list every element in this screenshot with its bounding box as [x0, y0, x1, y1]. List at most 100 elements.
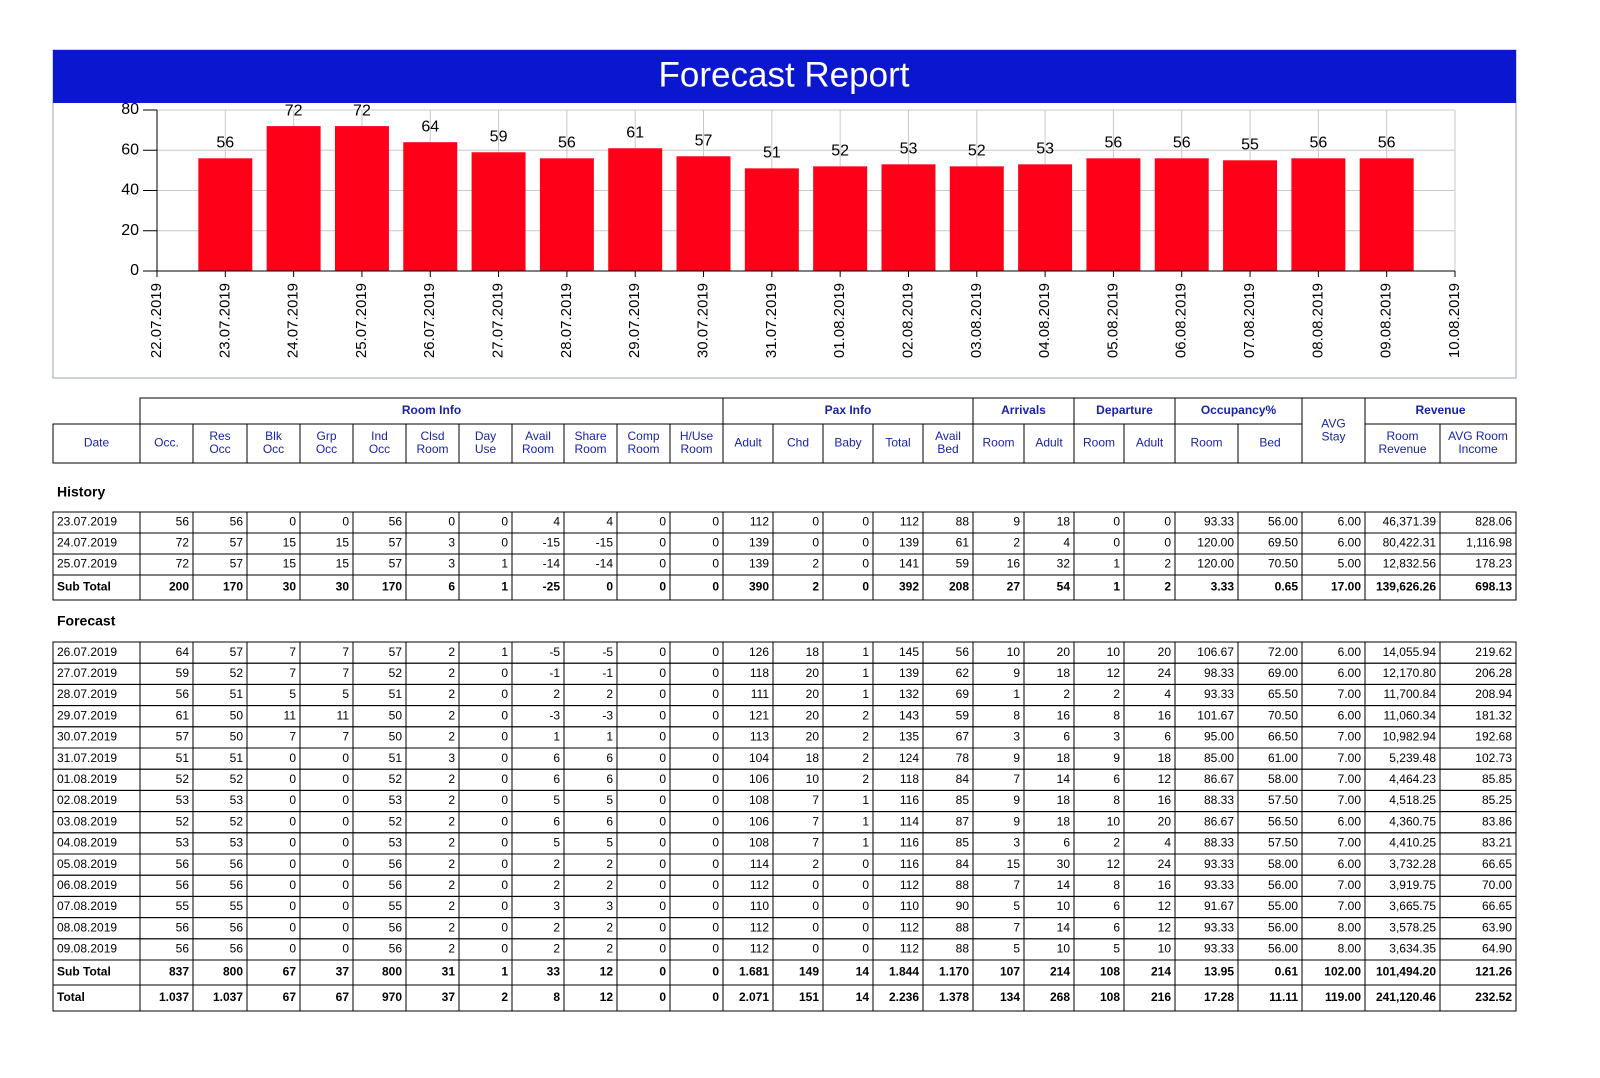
- table-value: 0: [342, 857, 349, 871]
- table-value: 11: [337, 708, 350, 722]
- table-value: 72: [176, 536, 190, 550]
- table-value: 67: [336, 990, 350, 1004]
- table-value: 31: [442, 965, 456, 979]
- y-tick-label: 80: [121, 101, 139, 118]
- row-label: 02.08.2019: [57, 793, 117, 807]
- table-value: 30: [336, 580, 350, 594]
- table-value: 7: [342, 666, 349, 680]
- table-value: 828.06: [1475, 515, 1512, 529]
- table-value: 2: [1164, 557, 1171, 571]
- bar: [881, 164, 936, 271]
- table-value: 91.67: [1204, 899, 1234, 913]
- table-value: 5,239.48: [1389, 751, 1436, 765]
- table-value: -15: [543, 536, 561, 550]
- table-value: 1.037: [159, 990, 189, 1004]
- table-value: 116: [900, 793, 919, 807]
- table-value: 101.67: [1197, 708, 1234, 722]
- table-value: 1: [862, 645, 869, 659]
- table-value: 7.00: [1338, 751, 1362, 765]
- table-value: 59: [176, 666, 190, 680]
- table-value: 139: [899, 536, 919, 550]
- table-value: 1.378: [939, 990, 969, 1004]
- table-value: 4: [553, 515, 560, 529]
- table-value: 0: [289, 515, 296, 529]
- row-label: 03.08.2019: [57, 814, 117, 828]
- table-value: 1: [862, 836, 869, 850]
- table-value: 56: [230, 920, 244, 934]
- bar: [608, 148, 663, 271]
- group-header: Departure: [1096, 403, 1153, 417]
- row-label: 07.08.2019: [57, 899, 117, 913]
- table-value: 93.33: [1204, 920, 1234, 934]
- table-value: 85: [956, 836, 970, 850]
- bar: [1291, 158, 1346, 271]
- table-value: 3: [448, 536, 455, 550]
- table-value: 0: [501, 878, 508, 892]
- table-value: 5: [342, 687, 349, 701]
- table-value: 108: [1100, 990, 1120, 1004]
- group-header: Arrivals: [1001, 403, 1046, 417]
- table-value: 392: [899, 580, 919, 594]
- table-value: 0: [606, 580, 613, 594]
- table-value: 10: [1007, 645, 1021, 659]
- bar: [1018, 164, 1073, 271]
- table-value: 2: [448, 730, 455, 744]
- table-value: 0: [712, 751, 719, 765]
- table-value: 1.844: [889, 965, 919, 979]
- table-value: 0: [289, 793, 296, 807]
- table-value: 0: [812, 920, 819, 934]
- table-value: 0: [812, 515, 819, 529]
- table-value: 72: [176, 557, 190, 571]
- table-value: 219.62: [1475, 645, 1512, 659]
- table-value: 0: [501, 751, 508, 765]
- table-value: 0: [342, 814, 349, 828]
- table-value: 12: [600, 990, 614, 1004]
- column-header: Adult: [1035, 436, 1063, 450]
- data-label: 56: [1173, 135, 1191, 152]
- table-value: 93.33: [1204, 857, 1234, 871]
- column-header: Room: [680, 442, 712, 456]
- column-header: Share: [574, 429, 606, 443]
- table-value: 2: [448, 942, 455, 956]
- table-value: 18: [1057, 666, 1071, 680]
- table-value: 1.037: [213, 990, 243, 1004]
- table-value: 50: [389, 708, 403, 722]
- table-value: 88.33: [1204, 836, 1234, 850]
- column-header: Avail: [525, 429, 551, 443]
- table-value: 64: [176, 645, 190, 659]
- table-value: 151: [799, 990, 819, 1004]
- table-value: 0: [659, 920, 666, 934]
- table-value: 10: [1107, 645, 1121, 659]
- data-label: 56: [1309, 135, 1327, 152]
- table-value: 2: [501, 990, 508, 1004]
- data-label: 57: [695, 133, 713, 150]
- table-value: 0: [712, 772, 719, 786]
- column-header: Total: [885, 436, 910, 450]
- bar: [1359, 158, 1414, 271]
- table-value: 6: [1164, 730, 1171, 744]
- table-value: 4,360.75: [1389, 814, 1436, 828]
- table-value: 12: [1158, 772, 1172, 786]
- table-value: 112: [750, 515, 769, 529]
- bar: [1154, 158, 1209, 271]
- table-value: 51: [176, 751, 190, 765]
- title-banner: [53, 50, 1516, 103]
- row-label: 09.08.2019: [57, 942, 117, 956]
- table-value: 2: [606, 920, 613, 934]
- table-value: -3: [549, 708, 560, 722]
- table-value: 0: [501, 772, 508, 786]
- row-label: 31.07.2019: [57, 751, 117, 765]
- table-value: 102.00: [1324, 965, 1361, 979]
- table-value: 2: [606, 942, 613, 956]
- table-value: 0: [712, 899, 719, 913]
- bar: [403, 142, 458, 271]
- table-value: 0: [501, 708, 508, 722]
- table-value: 145: [899, 645, 919, 659]
- table-value: 0: [501, 857, 508, 871]
- table-value: 2: [812, 557, 819, 571]
- table-value: 14: [1057, 772, 1071, 786]
- table-value: 0: [659, 666, 666, 680]
- table-value: 139: [749, 557, 769, 571]
- table-value: 139: [899, 666, 919, 680]
- column-header: Adult: [1136, 436, 1164, 450]
